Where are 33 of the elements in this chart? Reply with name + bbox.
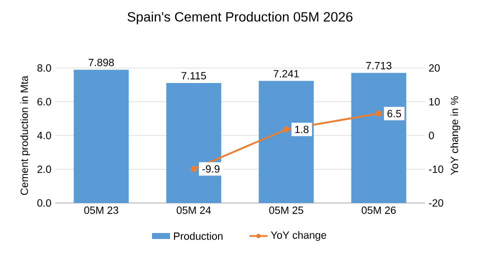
y-tick-label: 8.0 bbox=[37, 64, 52, 72]
bar bbox=[166, 82, 222, 203]
y2-tick-label: 0 bbox=[428, 132, 434, 140]
y2-tick-label: 10 bbox=[429, 98, 440, 106]
legend-label: YoY change bbox=[270, 231, 326, 241]
legend-label: Production bbox=[174, 232, 223, 240]
x-tick-label: 05M 26 bbox=[362, 206, 396, 214]
data-label: 7.115 bbox=[182, 72, 206, 80]
bar bbox=[74, 70, 129, 203]
point bbox=[190, 166, 197, 172]
data-label: 7.241 bbox=[274, 70, 299, 78]
bar bbox=[351, 72, 406, 203]
y-tick-label: 2.0 bbox=[37, 166, 52, 173]
y2-axis-title: YoY change in % bbox=[450, 96, 460, 175]
data-label: -9.9 bbox=[202, 165, 220, 173]
data-label: 1.8 bbox=[295, 126, 309, 134]
point bbox=[283, 126, 290, 133]
y-tick-label: 4.0 bbox=[37, 132, 52, 140]
x-tick-label: 05M 24 bbox=[176, 206, 211, 214]
y-tick-label: 0.0 bbox=[37, 199, 52, 207]
y-axis-title: Cement production in Mta bbox=[20, 76, 30, 195]
point bbox=[376, 110, 382, 117]
bar bbox=[258, 80, 314, 203]
x-tick-label: 05M 25 bbox=[269, 206, 304, 214]
data-label: 7.898 bbox=[88, 58, 114, 66]
chart-title: Spain's Cement Production 05M 2026 bbox=[128, 12, 352, 24]
y2-tick-label: 20 bbox=[429, 64, 440, 72]
x-tick-label: 05M 23 bbox=[84, 206, 118, 214]
data-label: 7.713 bbox=[366, 62, 392, 70]
data-label: 6.5 bbox=[387, 110, 402, 118]
y-tick-label: 6.0 bbox=[37, 98, 52, 106]
y2-tick-label: -10 bbox=[428, 166, 444, 173]
y2-tick-label: -20 bbox=[428, 199, 444, 207]
